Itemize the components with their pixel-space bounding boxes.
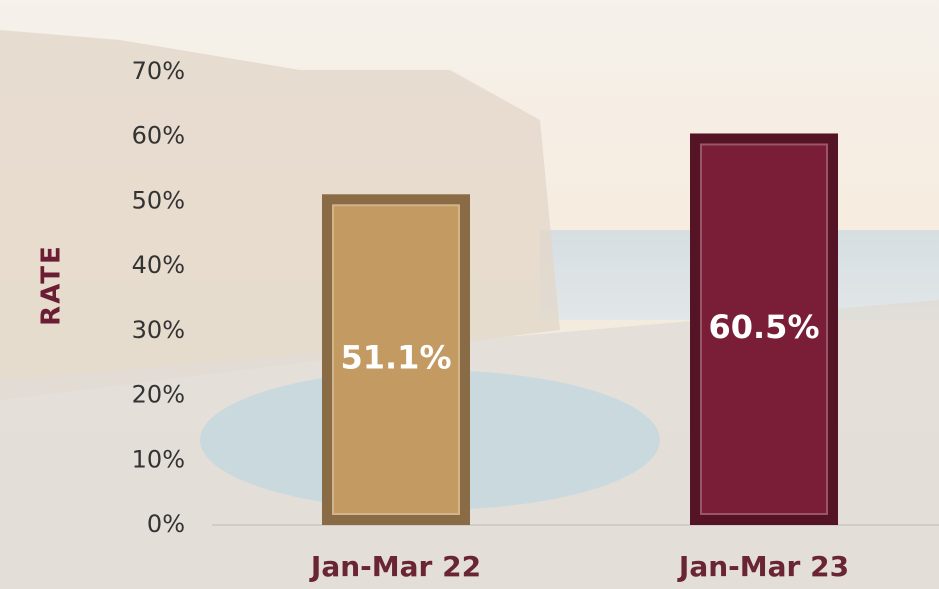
- bar-bevel: [322, 194, 470, 525]
- y-tick-label: 30%: [132, 316, 185, 344]
- bar-highlight: [700, 143, 828, 515]
- x-tick-label: Jan-Mar 22: [309, 550, 481, 583]
- y-tick-label: 40%: [132, 251, 185, 279]
- x-tick-label: Jan-Mar 23: [677, 550, 849, 583]
- y-tick-label: 10%: [132, 445, 185, 473]
- y-tick-label: 60%: [132, 122, 185, 150]
- bar-bevel: [690, 133, 838, 525]
- bar: [690, 133, 838, 525]
- y-tick-label: 20%: [132, 381, 185, 409]
- bar-highlight: [332, 204, 460, 515]
- bar: [322, 194, 470, 525]
- value-label: 51.1%: [340, 339, 451, 377]
- y-tick-label: 70%: [132, 57, 185, 85]
- y-tick-label: 0%: [147, 510, 185, 538]
- value-label: 60.5%: [708, 308, 819, 346]
- y-axis-label: RATE: [37, 244, 67, 326]
- y-tick-label: 50%: [132, 186, 185, 214]
